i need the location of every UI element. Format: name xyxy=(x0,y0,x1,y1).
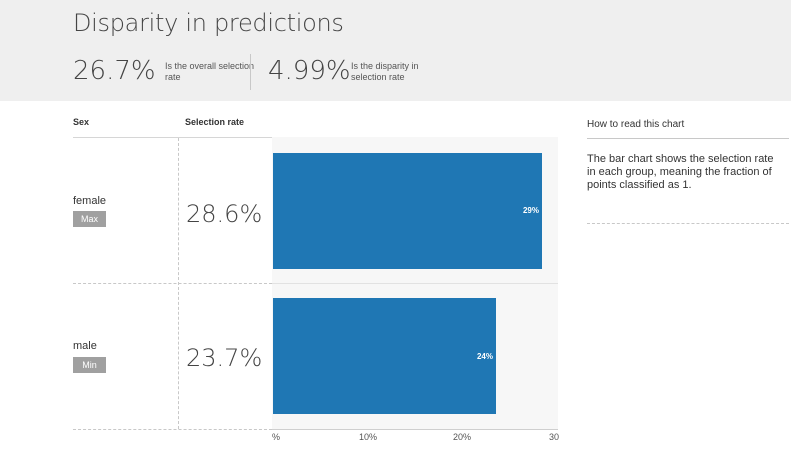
overall-selection-rate-caption: Is the overall selection rate xyxy=(165,61,255,82)
disparity-value: 4.99% xyxy=(268,56,351,86)
selection-rate-value: 28.6% xyxy=(186,200,263,228)
x-tick-label: % xyxy=(272,432,281,442)
help-title-rule xyxy=(587,138,789,139)
disparity-caption: Is the disparity in selection rate xyxy=(351,61,419,82)
max-badge: Max xyxy=(73,211,106,227)
metric-divider xyxy=(250,54,251,90)
chart-row-separator xyxy=(272,283,558,284)
table-bottom-rule xyxy=(73,429,272,430)
group-name: male xyxy=(73,340,97,352)
group-name: female xyxy=(73,195,107,207)
header-panel: Disparity in predictions 26.7% Is the ov… xyxy=(0,0,791,101)
help-text: The bar chart shows the selection rate i… xyxy=(587,153,774,191)
overall-selection-rate-value: 26.7% xyxy=(73,56,156,86)
column-header-selection-rate: Selection rate xyxy=(185,117,245,127)
x-tick-label: 30 xyxy=(549,432,560,442)
selection-rate-value: 23.7% xyxy=(186,344,263,372)
page-title: Disparity in predictions xyxy=(73,9,344,37)
bar-male[interactable]: 24% xyxy=(273,298,496,414)
x-tick-label: 10% xyxy=(359,432,378,442)
column-header-sex: Sex xyxy=(73,117,90,127)
x-tick-label: 20% xyxy=(453,432,472,442)
help-bottom-rule xyxy=(587,223,789,224)
bar-value-label: 29% xyxy=(522,206,539,215)
chart-x-axis xyxy=(272,429,558,430)
bar-value-label: 24% xyxy=(476,352,493,361)
help-title: How to read this chart xyxy=(587,119,685,130)
bar-female[interactable]: 29% xyxy=(273,153,542,269)
min-badge: Min xyxy=(73,357,106,373)
row-separator xyxy=(73,283,272,284)
